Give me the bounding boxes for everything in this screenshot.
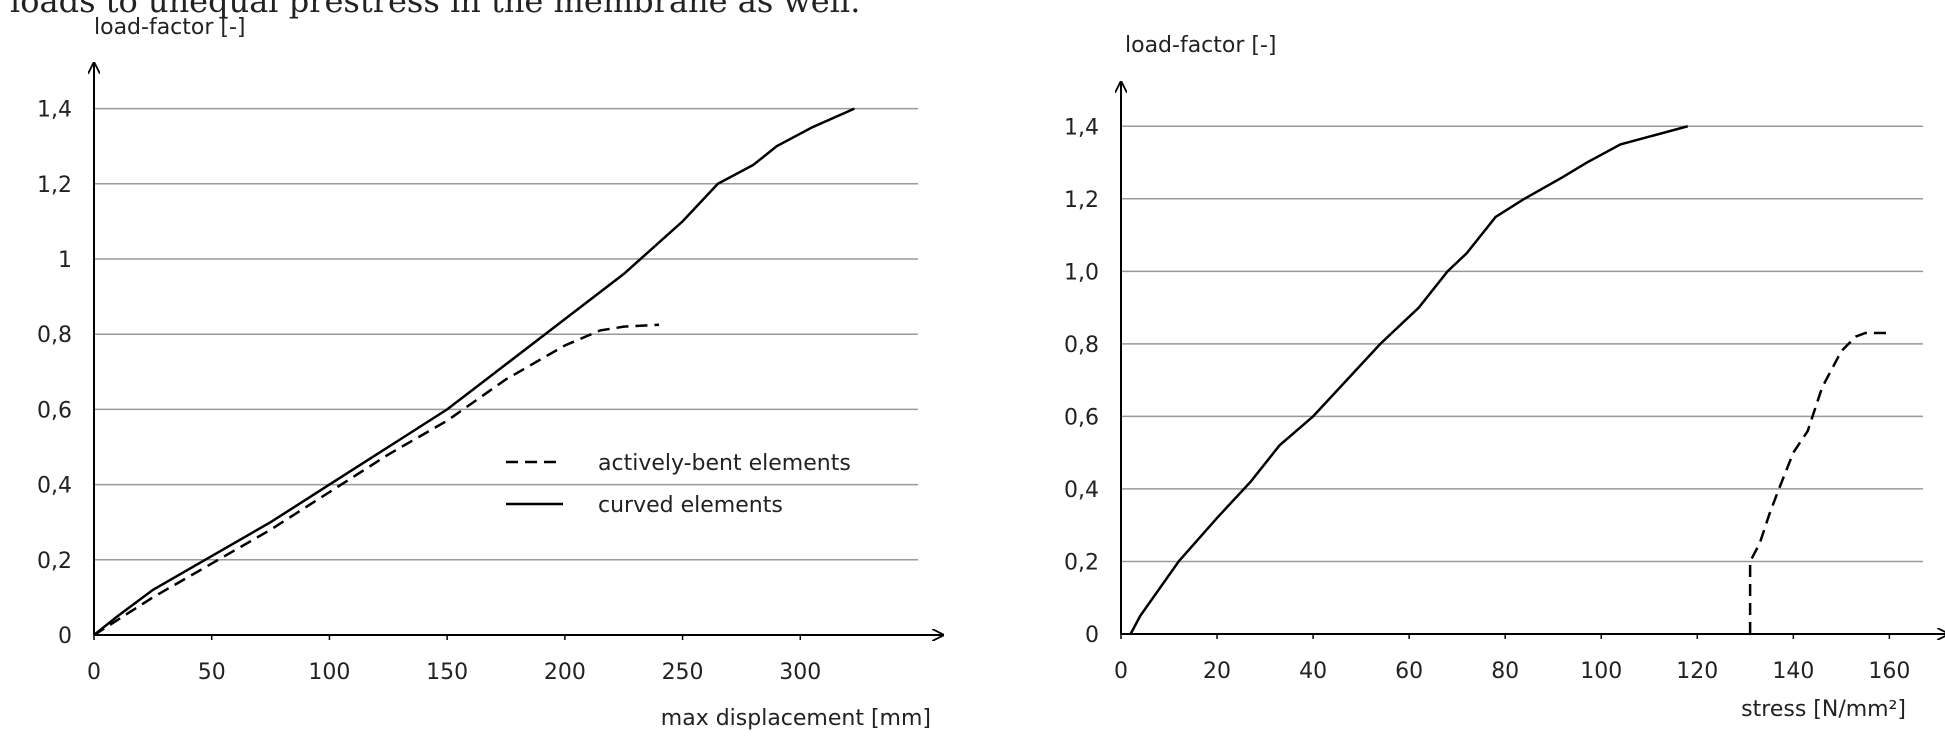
- y-tick-label: 0,6: [1064, 405, 1099, 430]
- x-tick-label: 160: [1868, 659, 1910, 684]
- x-tick-label: 140: [1772, 659, 1814, 684]
- x-tick-label: 80: [1491, 659, 1519, 684]
- y-tick-label: 1,2: [1064, 188, 1099, 213]
- y-tick-label: 0,6: [37, 398, 72, 423]
- text-above: loads to unequal prestress in the membra…: [10, 0, 860, 20]
- x-tick-label: 100: [1580, 659, 1622, 684]
- x-axis-label: stress [N/mm²]: [1741, 697, 1906, 722]
- y-tick-label: 0,2: [1064, 550, 1099, 575]
- x-tick-label: 20: [1203, 659, 1231, 684]
- y-tick-label: 1,4: [1064, 115, 1099, 140]
- x-tick-label: 120: [1676, 659, 1718, 684]
- y-tick-label: 0: [1085, 623, 1099, 648]
- y-tick-label: 0: [58, 624, 72, 649]
- y-tick-label: 0,4: [1064, 478, 1099, 503]
- y-tick-label: 0,8: [1064, 333, 1099, 358]
- x-tick-label: 300: [779, 660, 821, 685]
- x-tick-label: 0: [87, 660, 101, 685]
- y-tick-label: 0,2: [37, 549, 72, 574]
- y-tick-label: 0,4: [37, 474, 72, 499]
- x-tick-label: 40: [1299, 659, 1327, 684]
- legend-label: actively-bent elements: [598, 451, 851, 476]
- series-line: [93, 107, 855, 636]
- x-axis-label: max displacement [mm]: [661, 706, 931, 731]
- series-line: [1748, 331, 1890, 634]
- y-tick-label: 1,2: [37, 173, 72, 198]
- x-tick-label: 150: [426, 660, 468, 685]
- x-tick-label: 50: [198, 660, 226, 685]
- legend-label: curved elements: [598, 493, 783, 518]
- series-line: [93, 323, 660, 637]
- x-tick-label: 60: [1395, 659, 1423, 684]
- x-tick-label: 100: [308, 660, 350, 685]
- x-tick-label: 250: [662, 660, 704, 685]
- series-line: [1129, 125, 1689, 635]
- y-tick-label: 1,0: [1064, 260, 1099, 285]
- x-tick-label: 0: [1114, 659, 1128, 684]
- x-tick-label: 200: [544, 660, 586, 685]
- y-axis-label: load-factor [-]: [1125, 33, 1277, 58]
- y-tick-label: 1: [58, 248, 72, 273]
- y-tick-label: 1,4: [37, 98, 72, 123]
- y-tick-label: 0,8: [37, 323, 72, 348]
- y-axis-label: load-factor [-]: [94, 15, 246, 40]
